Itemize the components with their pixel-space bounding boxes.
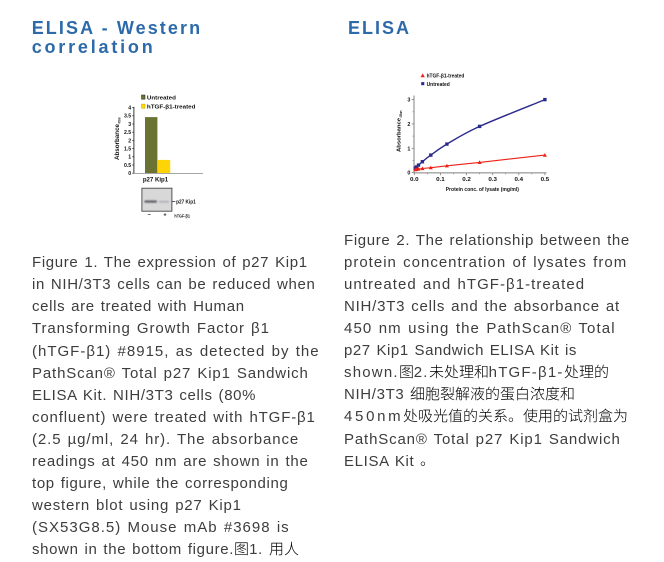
svg-text:+: + bbox=[163, 213, 166, 219]
svg-text:1.5: 1.5 bbox=[124, 147, 131, 153]
svg-text:0.2: 0.2 bbox=[462, 177, 471, 183]
svg-text:1: 1 bbox=[128, 155, 131, 161]
svg-text:Absorbance: Absorbance bbox=[397, 118, 403, 152]
svg-text:Untreated: Untreated bbox=[427, 82, 450, 88]
svg-text:2: 2 bbox=[128, 138, 131, 144]
svg-text:0.5: 0.5 bbox=[541, 177, 550, 183]
svg-text:2: 2 bbox=[407, 122, 410, 128]
svg-text:2.5: 2.5 bbox=[124, 130, 131, 136]
svg-text:p27 Kip1: p27 Kip1 bbox=[143, 176, 169, 183]
svg-text:hTGF-β1-treated: hTGF-β1-treated bbox=[427, 73, 465, 79]
svg-text:Untreated: Untreated bbox=[147, 95, 176, 101]
svg-text:0.5: 0.5 bbox=[124, 163, 131, 169]
svg-text:hTGF-β1: hTGF-β1 bbox=[174, 213, 190, 219]
svg-text:0: 0 bbox=[407, 171, 410, 177]
svg-text:3.5: 3.5 bbox=[124, 114, 131, 120]
svg-text:Absorbance: Absorbance bbox=[114, 124, 121, 160]
svg-text:1: 1 bbox=[407, 146, 410, 152]
svg-text:0: 0 bbox=[128, 171, 131, 177]
svg-text:3: 3 bbox=[128, 122, 131, 128]
svg-text:hTGF-β1-treated: hTGF-β1-treated bbox=[147, 104, 196, 110]
svg-text:−: − bbox=[148, 213, 151, 219]
svg-text:4: 4 bbox=[128, 106, 131, 112]
svg-text:0.0: 0.0 bbox=[410, 177, 419, 183]
svg-text:450nm: 450nm bbox=[117, 117, 122, 124]
svg-text:p27 Kip1: p27 Kip1 bbox=[176, 199, 196, 205]
svg-text:Protein conc. of lysate (mg/ml: Protein conc. of lysate (mg/ml) bbox=[446, 187, 519, 193]
svg-text:0.1: 0.1 bbox=[436, 177, 445, 183]
svg-text:450nm: 450nm bbox=[399, 111, 403, 118]
svg-text:3: 3 bbox=[407, 98, 410, 104]
svg-text:0.4: 0.4 bbox=[514, 177, 523, 183]
svg-text:0.3: 0.3 bbox=[488, 177, 497, 183]
